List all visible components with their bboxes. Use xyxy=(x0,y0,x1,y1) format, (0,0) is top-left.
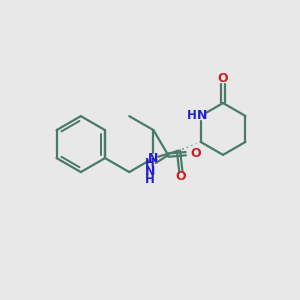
Text: H: H xyxy=(145,173,154,186)
Text: N: N xyxy=(148,152,159,165)
Text: H: H xyxy=(145,158,154,170)
Text: N: N xyxy=(145,165,155,178)
Text: O: O xyxy=(218,72,228,86)
Text: O: O xyxy=(176,170,186,183)
Text: H: H xyxy=(187,110,197,122)
Text: O: O xyxy=(190,147,201,160)
Text: N: N xyxy=(197,110,207,122)
